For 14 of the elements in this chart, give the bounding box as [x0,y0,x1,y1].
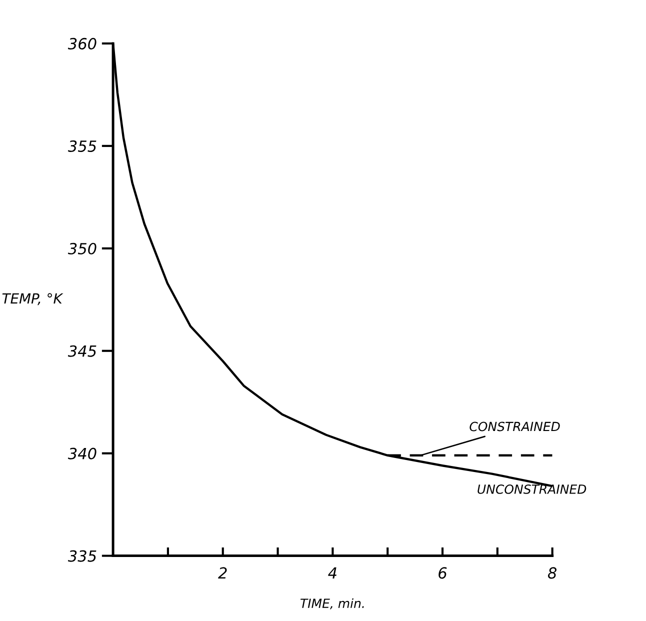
y-tick-label: 350 [68,242,96,254]
series-label: UNCONSTRAINED [478,484,586,494]
y-tick-label: 355 [68,140,96,152]
y-tick-label: 345 [68,345,96,357]
x-tick-label: 6 [438,567,447,579]
x-tick-label: 2 [218,567,227,579]
series-label: CONSTRAINED [470,422,560,432]
y-tick-label: 360 [68,38,96,50]
y-axis-title: TEMP, °K [2,293,64,306]
x-tick-label: 4 [328,567,336,579]
x-tick-label: 8 [548,567,557,579]
x-axis-title: TIME, min. [300,598,364,610]
y-tick-label: 335 [68,550,96,562]
y-tick-label: 340 [68,448,96,460]
